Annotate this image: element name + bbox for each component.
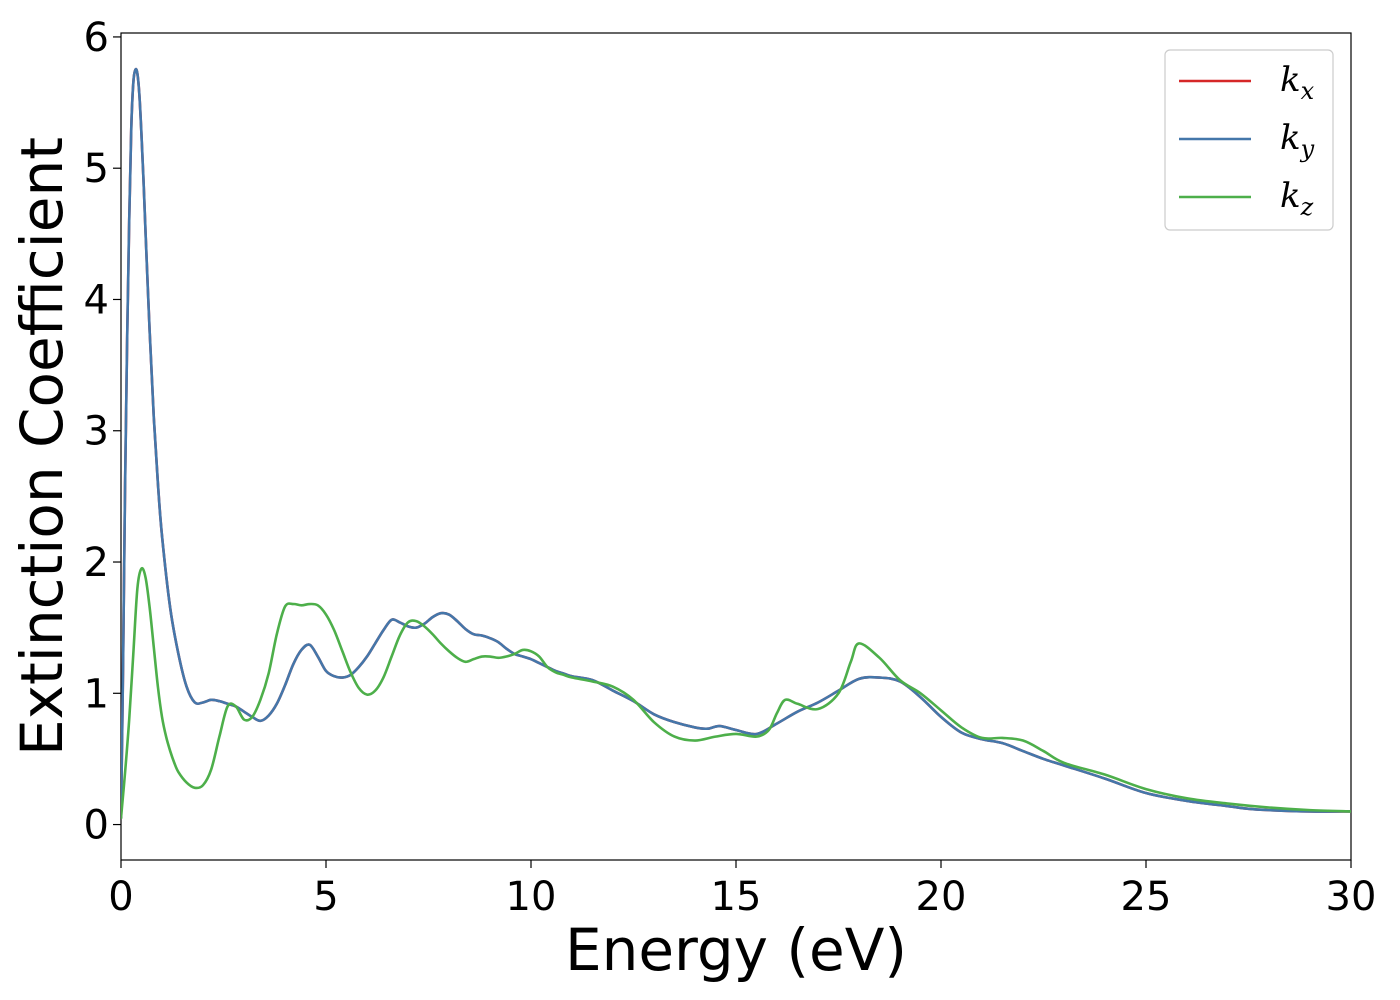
y-tick-label: 1 — [84, 671, 109, 717]
legend-label-subscript: y — [1300, 135, 1315, 163]
y-tick-label: 4 — [84, 277, 109, 323]
y-tick-label: 2 — [84, 540, 109, 586]
y-tick-label: 5 — [84, 146, 109, 192]
series-line-y — [121, 67, 1351, 820]
legend-label-subscript: z — [1300, 193, 1314, 221]
x-tick-label: 10 — [506, 874, 557, 920]
x-axis-ticks: 0 5 10 15 20 25 30 — [108, 860, 1376, 920]
x-tick-label: 5 — [313, 874, 338, 920]
x-tick-label: 25 — [1121, 874, 1172, 920]
series-line-z — [121, 566, 1351, 820]
y-tick-label: 3 — [84, 409, 109, 455]
series-lines — [121, 67, 1351, 820]
y-axis-label: Extinction Coefficient — [8, 137, 76, 756]
y-tick-label: 0 — [84, 803, 109, 849]
y-tick-label: 6 — [84, 15, 109, 61]
x-tick-label: 15 — [711, 874, 762, 920]
x-tick-label: 20 — [916, 874, 967, 920]
legend-label-base: k — [1280, 118, 1301, 158]
x-tick-label: 30 — [1326, 874, 1377, 920]
y-axis-ticks: 0 1 2 3 4 5 6 — [84, 15, 121, 849]
legend-label-y: ky — [1280, 118, 1315, 163]
x-tick-label: 0 — [108, 874, 133, 920]
legend-label-z: kz — [1280, 176, 1314, 221]
x-axis-label: Energy (eV) — [565, 916, 907, 984]
legend-label-subscript: x — [1301, 77, 1315, 105]
legend-label-base: k — [1280, 60, 1301, 100]
legend-label-x: kx — [1280, 60, 1315, 105]
legend-label-base: k — [1280, 176, 1301, 216]
